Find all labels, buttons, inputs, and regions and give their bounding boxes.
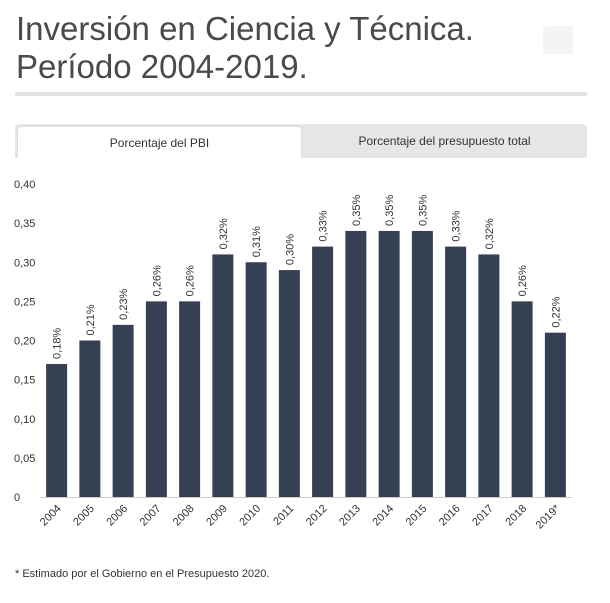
x-tick-label: 2011 [271, 503, 296, 528]
bar [445, 246, 467, 497]
x-tick-label: 2017 [470, 503, 496, 529]
y-tick-label: 0,25 [14, 296, 35, 308]
x-tick-label: 2004 [38, 503, 64, 529]
footnote: * Estimado por el Gobierno en el Presupu… [15, 568, 270, 580]
data-label: 0,32% [484, 218, 496, 249]
bar [312, 246, 334, 497]
data-label: 0,30% [284, 234, 296, 265]
title-divider [15, 92, 587, 96]
tab-porcentaje-presupuesto[interactable]: Porcentaje del presupuesto total [358, 134, 531, 148]
x-tick-label: 2007 [138, 503, 164, 529]
y-tick-label: 0,05 [14, 453, 35, 465]
title-line-1: Inversión en Ciencia y Técnica. [16, 10, 474, 47]
tab-bar: Porcentaje del PBI Porcentaje del presup… [15, 124, 587, 158]
data-label: 0,26% [151, 265, 163, 296]
data-label: 0,26% [517, 265, 529, 296]
bar [278, 270, 300, 497]
menu-button[interactable] [543, 26, 573, 54]
data-label: 0,22% [550, 296, 562, 327]
x-tick-label: 2008 [171, 503, 197, 529]
bar [245, 262, 267, 497]
bar [345, 230, 367, 497]
bar [511, 301, 533, 497]
bar [378, 230, 400, 497]
data-label: 0,35% [384, 195, 396, 226]
bar [46, 363, 68, 497]
bar-chart: 0 0,05 0,10 0,15 0,20 0,25 0,30 0,35 0,40 0,18% 20… [14, 179, 572, 531]
x-tick-label: 2018 [503, 503, 529, 529]
x-tick-label: 2009 [204, 503, 230, 529]
data-label: 0,35% [351, 195, 363, 226]
data-label: 0,31% [251, 226, 263, 257]
chart-title: Inversión en Ciencia y Técnica. Período … [16, 10, 576, 86]
x-tick-label: 2005 [71, 503, 97, 529]
x-tick-label: 2006 [104, 503, 130, 529]
x-tick-label: 2013 [337, 503, 363, 529]
data-label: 0,26% [185, 265, 197, 296]
y-tick-label: 0 [14, 492, 20, 504]
bar [79, 340, 101, 497]
title-line-2: Período 2004-2019. [16, 48, 308, 85]
data-label: 0,33% [318, 210, 330, 241]
x-tick-label: 2015 [404, 503, 430, 529]
bar [145, 301, 167, 497]
y-tick-label: 0,20 [14, 336, 35, 348]
y-tick-label: 0,30 [14, 257, 35, 269]
data-label: 0,23% [118, 288, 130, 319]
x-tick-label: 2010 [237, 503, 263, 529]
x-tick-label: 2012 [304, 503, 330, 529]
x-tick-label: 2016 [437, 503, 463, 529]
bar [112, 324, 134, 497]
bar [478, 254, 500, 497]
y-tick-label: 0,15 [14, 375, 35, 387]
bar [544, 332, 566, 497]
bar [212, 254, 234, 497]
data-label: 0,33% [451, 210, 463, 241]
data-label: 0,18% [52, 328, 64, 359]
data-label: 0,32% [218, 218, 230, 249]
bar [411, 230, 433, 497]
y-tick-label: 0,35 [14, 218, 35, 230]
bar [179, 301, 201, 497]
tab-porcentaje-pbi[interactable]: Porcentaje del PBI [17, 126, 302, 158]
data-label: 0,21% [85, 304, 97, 335]
x-tick-label: 2014 [370, 503, 396, 529]
data-label: 0,35% [417, 195, 429, 226]
x-tick-label: 2019* [534, 502, 563, 531]
y-tick-label: 0,40 [14, 179, 35, 191]
y-tick-label: 0,10 [14, 414, 35, 426]
